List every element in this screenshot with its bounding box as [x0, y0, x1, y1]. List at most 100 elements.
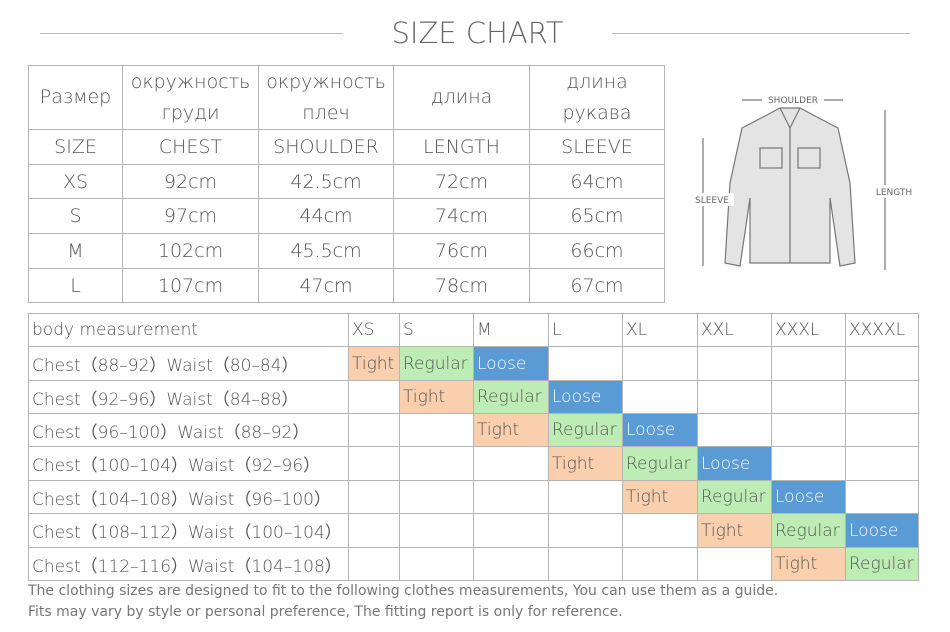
header-text: XXXXL	[849, 320, 906, 340]
fit-cell	[771, 446, 846, 481]
header-cell: окружность груди	[122, 65, 259, 130]
fit-cell	[697, 380, 772, 414]
header-cell: XXXL	[771, 313, 846, 347]
header-text: окружность	[266, 70, 386, 93]
fit-text: Regular	[552, 420, 617, 440]
fit-text: Regular	[626, 453, 691, 474]
header-text: XXXL	[775, 320, 820, 340]
table-cell: L	[28, 268, 123, 303]
pocket	[759, 147, 783, 169]
fit-text: Loose	[849, 520, 899, 541]
fit-cell	[622, 547, 698, 581]
fit-cell	[548, 547, 623, 581]
fit-cell	[771, 413, 846, 447]
fit-cell	[845, 380, 919, 414]
header-text: L	[552, 320, 562, 340]
table-cell: 45.5cm	[258, 233, 394, 269]
fit-cell	[845, 480, 919, 514]
table-cell: 76cm	[393, 233, 530, 269]
header-cell: Размер	[28, 65, 123, 130]
table-cell: 107cm	[122, 268, 259, 303]
fit-text: Tight	[701, 520, 744, 541]
fit-text: Tight	[477, 420, 520, 440]
header-text: S	[403, 320, 414, 340]
header-cell: окружность плеч	[258, 65, 394, 130]
fit-text: Regular	[701, 487, 766, 507]
header-text: Размер	[39, 86, 112, 108]
fit-text: Loose	[477, 353, 527, 374]
fit-cell: Tight	[548, 446, 623, 481]
header-cell: длина	[393, 65, 530, 130]
fit-cell	[399, 413, 474, 447]
fit-cell: Loose	[473, 346, 549, 381]
header-text: XL	[626, 320, 648, 340]
placket	[779, 107, 801, 263]
fit-cell: Loose	[622, 413, 698, 447]
cell-text: S	[69, 205, 82, 227]
fit-cell	[845, 413, 919, 447]
header-cell: L	[548, 313, 623, 347]
fit-cell	[845, 446, 919, 481]
shoulder-label: SHOULDER	[768, 96, 818, 106]
cell-text: 67cm	[570, 274, 624, 297]
fit-cell: Regular	[548, 413, 623, 447]
cell-text: L	[70, 274, 81, 297]
fit-cell	[348, 380, 400, 414]
row-label: Chest（88–92）Waist（80–84）	[28, 346, 349, 381]
row-label: Chest（96–100）Waist（88–92）	[28, 413, 349, 447]
cell-text: 65cm	[570, 205, 624, 227]
fit-cell: Regular	[399, 346, 474, 381]
row-label-text: Chest（108–112）Waist（100–104）	[32, 523, 342, 543]
shirt-diagram: SHOULDER SLEEVE LENGTH	[690, 94, 918, 270]
header-text: груди	[161, 101, 220, 124]
fit-text: Regular	[849, 554, 914, 574]
fit-cell	[473, 547, 549, 581]
fit-cell	[548, 480, 623, 514]
fit-text: Loose	[775, 487, 825, 507]
fit-cell	[348, 480, 400, 514]
label-bg	[870, 185, 918, 198]
row-label-text: Chest（92–96）Waist（84–88）	[32, 389, 299, 410]
fit-cell: Loose	[845, 513, 919, 548]
header-text: XXL	[701, 320, 734, 340]
fit-cell	[473, 480, 549, 514]
row-label-text: Chest（96–100）Waist（88–92）	[32, 422, 310, 443]
header-cell: XXXXL	[845, 313, 919, 347]
table-cell: 65cm	[529, 198, 665, 234]
cell-text: 97cm	[163, 205, 218, 227]
length-label: LENGTH	[876, 188, 912, 198]
header-cell: CHEST	[122, 129, 259, 165]
fit-cell: Tight	[473, 413, 549, 447]
table-cell: 97cm	[122, 198, 259, 234]
cell-text: 92cm	[163, 170, 218, 193]
fit-cell: Regular	[771, 513, 846, 548]
fit-cell	[622, 380, 698, 414]
fit-cell	[473, 513, 549, 548]
header-cell: SIZE	[28, 129, 123, 165]
table-cell: 67cm	[529, 268, 665, 303]
header-text: SIZE	[54, 136, 97, 158]
cell-text: 78cm	[434, 274, 489, 297]
label-bg	[762, 94, 824, 106]
fit-text: Loose	[701, 453, 751, 474]
fit-text: Tight	[775, 554, 818, 574]
header-cell: S	[399, 313, 474, 347]
fit-cell: Tight	[348, 346, 400, 381]
cell-text: 66cm	[570, 240, 624, 262]
fit-cell	[845, 346, 919, 381]
header-cell: XL	[622, 313, 698, 347]
header-text: body measurement	[32, 320, 199, 340]
cell-text: 45.5cm	[290, 240, 362, 262]
fit-text: Regular	[403, 353, 468, 374]
table-cell: 92cm	[122, 164, 259, 199]
header-cell: SHOULDER	[258, 129, 394, 165]
header-text: CHEST	[158, 136, 223, 158]
fit-cell	[622, 346, 698, 381]
cell-text: 107cm	[157, 274, 224, 297]
header-text: SHOULDER	[273, 136, 379, 158]
fit-cell	[348, 446, 400, 481]
row-label: Chest（104–108）Waist（96–100）	[28, 480, 349, 514]
table-cell: 44cm	[258, 198, 394, 234]
label-bg	[690, 193, 734, 206]
fit-cell	[473, 446, 549, 481]
